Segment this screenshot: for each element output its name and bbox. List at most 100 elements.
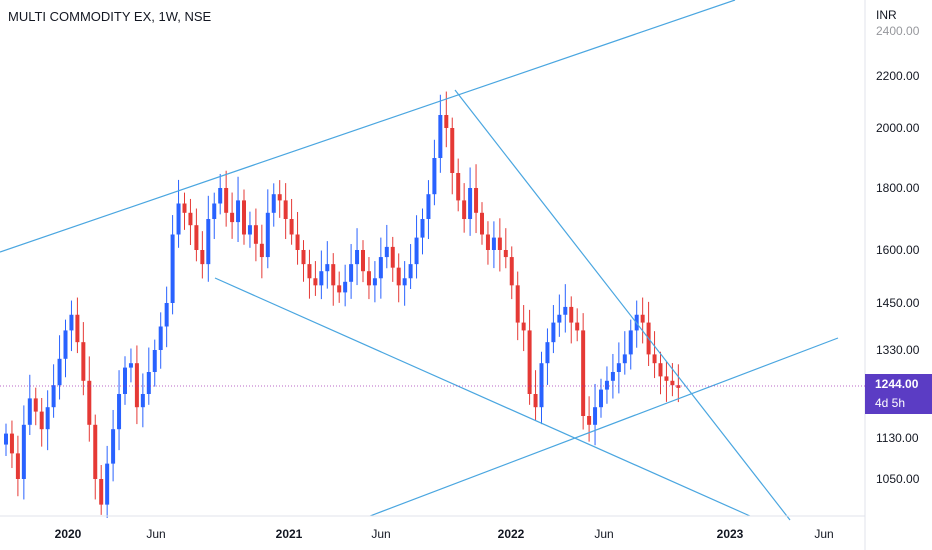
candle-body <box>652 354 657 364</box>
candle-body <box>170 234 175 303</box>
candle-body <box>604 380 609 390</box>
candle-body <box>480 212 484 235</box>
currency-label: INR <box>876 8 897 22</box>
candle-body <box>27 398 32 425</box>
candle-body <box>63 330 68 359</box>
price-tick-label: 1130.00 <box>876 431 919 445</box>
candle-body <box>670 380 675 386</box>
candle-body <box>331 264 336 286</box>
candle-body <box>158 326 163 350</box>
candle-body <box>402 278 407 286</box>
candle-body <box>307 264 312 279</box>
candle-body <box>361 250 365 272</box>
trendline <box>454 89 791 521</box>
price-tick-label: 2200.00 <box>876 69 920 83</box>
price-tick-label: 2000.00 <box>876 121 920 135</box>
time-axis-ticks: 2020 Jun 2021 Jun 2022 Jun 2023 Jun <box>55 527 834 541</box>
candle-body <box>450 128 455 173</box>
candle-body <box>622 354 627 364</box>
candle-body <box>313 278 318 286</box>
price-tick-label: 1330.00 <box>876 343 920 357</box>
candle-body <box>355 250 360 265</box>
candle-body <box>111 429 116 464</box>
candles <box>4 91 681 518</box>
candle-body <box>277 194 282 201</box>
candle-body <box>640 314 645 323</box>
candle-body <box>563 306 568 315</box>
candle-body <box>485 234 490 250</box>
chart-title: MULTI COMMODITY EX, 1W, NSE <box>8 9 212 24</box>
price-tick-label: 1800.00 <box>876 181 920 195</box>
candle-body <box>117 394 122 430</box>
candle-body <box>468 188 473 219</box>
candle-body <box>194 225 199 250</box>
candle-body <box>497 237 502 250</box>
candle-body <box>146 372 151 394</box>
candle-body <box>390 246 395 268</box>
candle-body <box>616 363 621 372</box>
candle-body <box>384 246 389 258</box>
candle-body <box>521 322 526 331</box>
candle-body <box>123 367 127 394</box>
candle-body <box>128 363 133 368</box>
candle-body <box>105 463 110 505</box>
candle-body <box>200 250 205 265</box>
candle-body <box>462 200 467 219</box>
candle-body <box>474 188 479 213</box>
candle-body <box>551 322 556 343</box>
candle-body <box>295 234 300 250</box>
candle-body <box>509 257 514 286</box>
candle-body <box>599 389 603 408</box>
price-tick-label: 1600.00 <box>876 243 920 257</box>
price-axis-ticks: 2400.00 2200.00 2000.00 1800.00 1600.00 1450.… <box>876 24 920 486</box>
candle-body <box>587 416 592 425</box>
last-price-value: 1244.00 <box>875 377 919 391</box>
candle-body <box>188 212 193 226</box>
candle-body <box>366 271 371 286</box>
candle-body <box>515 285 520 323</box>
candle-body <box>99 479 104 505</box>
trendlines <box>0 0 839 521</box>
candle-body <box>57 358 62 386</box>
time-tick-label: Jun <box>594 527 613 541</box>
candle-body <box>426 194 431 219</box>
time-tick-label: Jun <box>146 527 165 541</box>
candle-body <box>503 250 508 258</box>
candle-body <box>396 267 401 286</box>
time-tick-label: 2022 <box>498 527 525 541</box>
candle-body <box>69 314 74 331</box>
candle-body <box>218 188 223 204</box>
candle-body <box>581 330 586 416</box>
candle-body <box>247 225 252 235</box>
candle-body <box>372 278 377 286</box>
candle-body <box>610 372 615 381</box>
trendline <box>0 0 736 253</box>
candle-body <box>408 264 413 279</box>
candle-body <box>230 212 235 223</box>
candle-body <box>134 363 139 408</box>
candle-body <box>456 173 461 201</box>
price-tick-label: 1450.00 <box>876 296 920 310</box>
candle-body <box>182 203 187 213</box>
candle-body <box>206 219 211 265</box>
candle-body <box>658 363 663 377</box>
candle-body <box>259 243 264 258</box>
candle-body <box>539 363 544 408</box>
time-tick-label: 2023 <box>717 527 744 541</box>
candle-body <box>75 314 80 343</box>
candle-body <box>557 314 562 323</box>
time-tick-label: Jun <box>814 527 833 541</box>
price-tick-label: 1050.00 <box>876 472 920 486</box>
candle-body <box>545 342 550 364</box>
candle-body <box>236 200 241 223</box>
candle-body <box>4 433 8 445</box>
candle-body <box>432 158 437 195</box>
candle-body <box>152 350 157 372</box>
candle-body <box>664 376 669 381</box>
candle-body <box>301 250 306 265</box>
candle-body <box>676 385 681 388</box>
candle-body <box>414 237 419 265</box>
candle-body <box>343 281 348 293</box>
candle-body <box>93 424 98 479</box>
